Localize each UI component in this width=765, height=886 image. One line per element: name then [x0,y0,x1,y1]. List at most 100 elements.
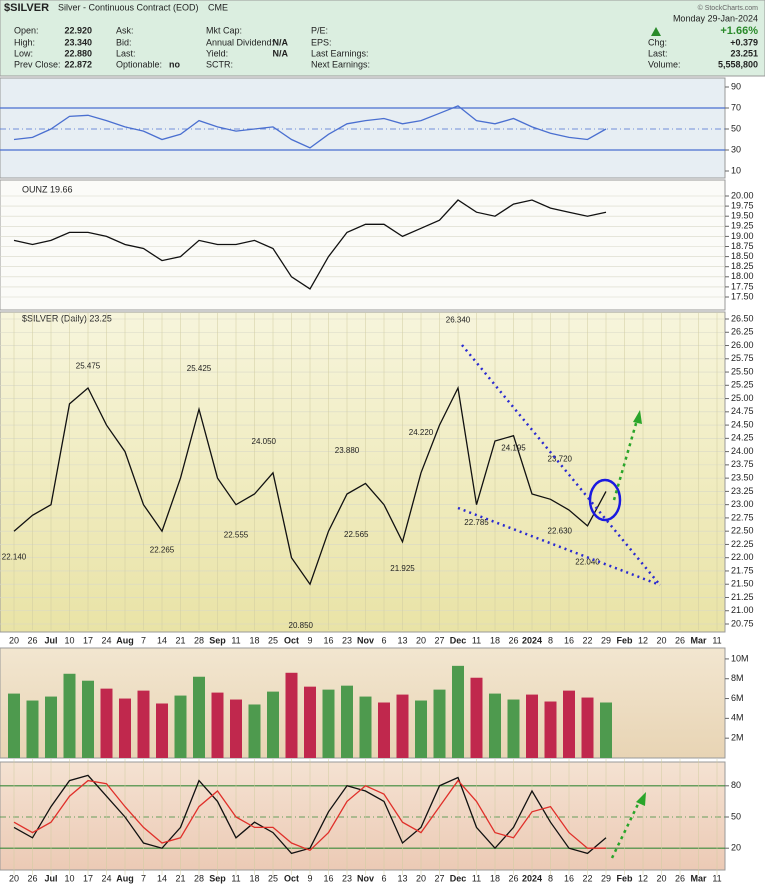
field-value: +0.379 [730,37,758,47]
x-tick-label: 23 [342,635,352,645]
symbol: $SILVER [4,2,49,14]
series-line [13,199,607,290]
x-tick-label: 18 [490,635,500,645]
x-tick-label: 21 [175,873,185,883]
y-tick-label: 22.75 [731,512,754,522]
field-value: 23.340 [64,37,92,47]
y-tick-label: 21.25 [731,592,754,602]
volume-bar [156,703,168,758]
y-tick-label: 90 [731,81,741,91]
y-tick-label: 19.25 [731,221,754,231]
x-tick-label: 22 [582,635,592,645]
x-tick-label: Nov [357,635,374,645]
price-annotation: 23.720 [548,455,573,464]
x-tick-label: 29 [601,635,611,645]
y-tick-label: 80 [731,780,741,790]
x-tick-label: Sep [209,635,226,645]
price-annotation: 22.040 [575,558,600,567]
volume-bar [267,691,279,758]
x-tick-label: 7 [141,873,146,883]
y-tick-label: 25.25 [731,380,754,390]
x-tick-label: 26 [27,873,37,883]
y-tick-label: 24.75 [731,406,754,416]
x-tick-label: 12 [638,873,648,883]
y-tick-label: 18.00 [731,271,754,281]
x-tick-label: 20 [9,873,19,883]
x-tick-label: Dec [450,873,467,883]
volume-bar [26,700,39,758]
circle [588,478,622,522]
field-label: P/E: [311,25,328,35]
volume-bar [45,696,57,758]
price-annotation: 24.195 [501,443,526,452]
x-tick-label: 8 [548,635,553,645]
x-tick-label: 24 [101,635,111,645]
series-line [13,385,607,586]
x-tick-label: 20 [656,635,666,645]
volume-bar [563,690,575,758]
y-tick-label: 10 [731,165,741,175]
field-label: Annual Dividend: [206,37,274,47]
price-annotation: 23.880 [335,446,360,455]
x-tick-label: 26 [508,635,518,645]
y-tick-label: 26.50 [731,313,754,323]
price-annotation: 22.630 [548,526,573,535]
rsi-panel [0,77,726,179]
x-tick-label: Dec [450,635,467,645]
field-label: Volume: [648,59,681,69]
x-tick-label: 6 [381,873,386,883]
volume-bar [230,699,242,758]
x-tick-label: 20 [9,635,19,645]
y-tick-label: 18.75 [731,241,754,251]
trendline [457,506,661,587]
series-line [13,779,606,852]
x-tick-label: 16 [564,873,574,883]
volume-bar [489,693,501,758]
field-label: Chg: [648,37,667,47]
x-tick-label: 17 [83,635,93,645]
volume-bar [63,673,76,758]
x-tick-label: 27 [434,635,444,645]
x-tick-label: 16 [323,873,333,883]
x-tick-label: 14 [157,873,167,883]
copyright: © StockCharts.com [698,4,759,12]
x-tick-label: 20 [656,873,666,883]
volume-bar [211,692,224,758]
price-annotation: 26.340 [446,316,471,325]
change-pct: +1.66% [720,25,758,37]
y-tick-label: 17.50 [731,291,754,301]
field-label: Ask: [116,25,134,35]
volume-bar [8,693,20,758]
x-tick-label: 10 [64,873,74,883]
field-label: Optionable: [116,59,162,69]
x-tick-label: 6 [381,635,386,645]
x-tick-label: 27 [434,873,444,883]
field-label: EPS: [311,37,332,47]
field-value: 5,558,800 [718,59,758,69]
header [0,0,765,77]
volume-bar [507,699,520,758]
x-tick-label: Oct [284,873,299,883]
x-tick-label: 10 [64,635,74,645]
y-tick-label: 70 [731,102,741,112]
field-label: Last: [116,48,136,58]
price-annotation: 21.925 [390,564,415,573]
y-tick-label: 22.25 [731,539,754,549]
x-tick-label: 26 [508,873,518,883]
price-annotation: 25.475 [76,361,101,370]
field-label: Last: [648,48,668,58]
y-tick-label: 6M [731,693,744,703]
x-tick-label: 8 [548,873,553,883]
field-value: 22.920 [64,25,92,35]
x-tick-label: 16 [323,635,333,645]
volume-bar [433,689,446,758]
price-annotation: 22.785 [464,518,489,527]
y-tick-label: 20.75 [731,618,754,628]
y-tick-label: 25.00 [731,393,754,403]
field-label: Last Earnings: [311,48,369,58]
volume-bar [100,688,113,758]
x-tick-label: Oct [284,635,299,645]
x-tick-label: 22 [582,873,592,883]
field-value: no [169,59,180,69]
